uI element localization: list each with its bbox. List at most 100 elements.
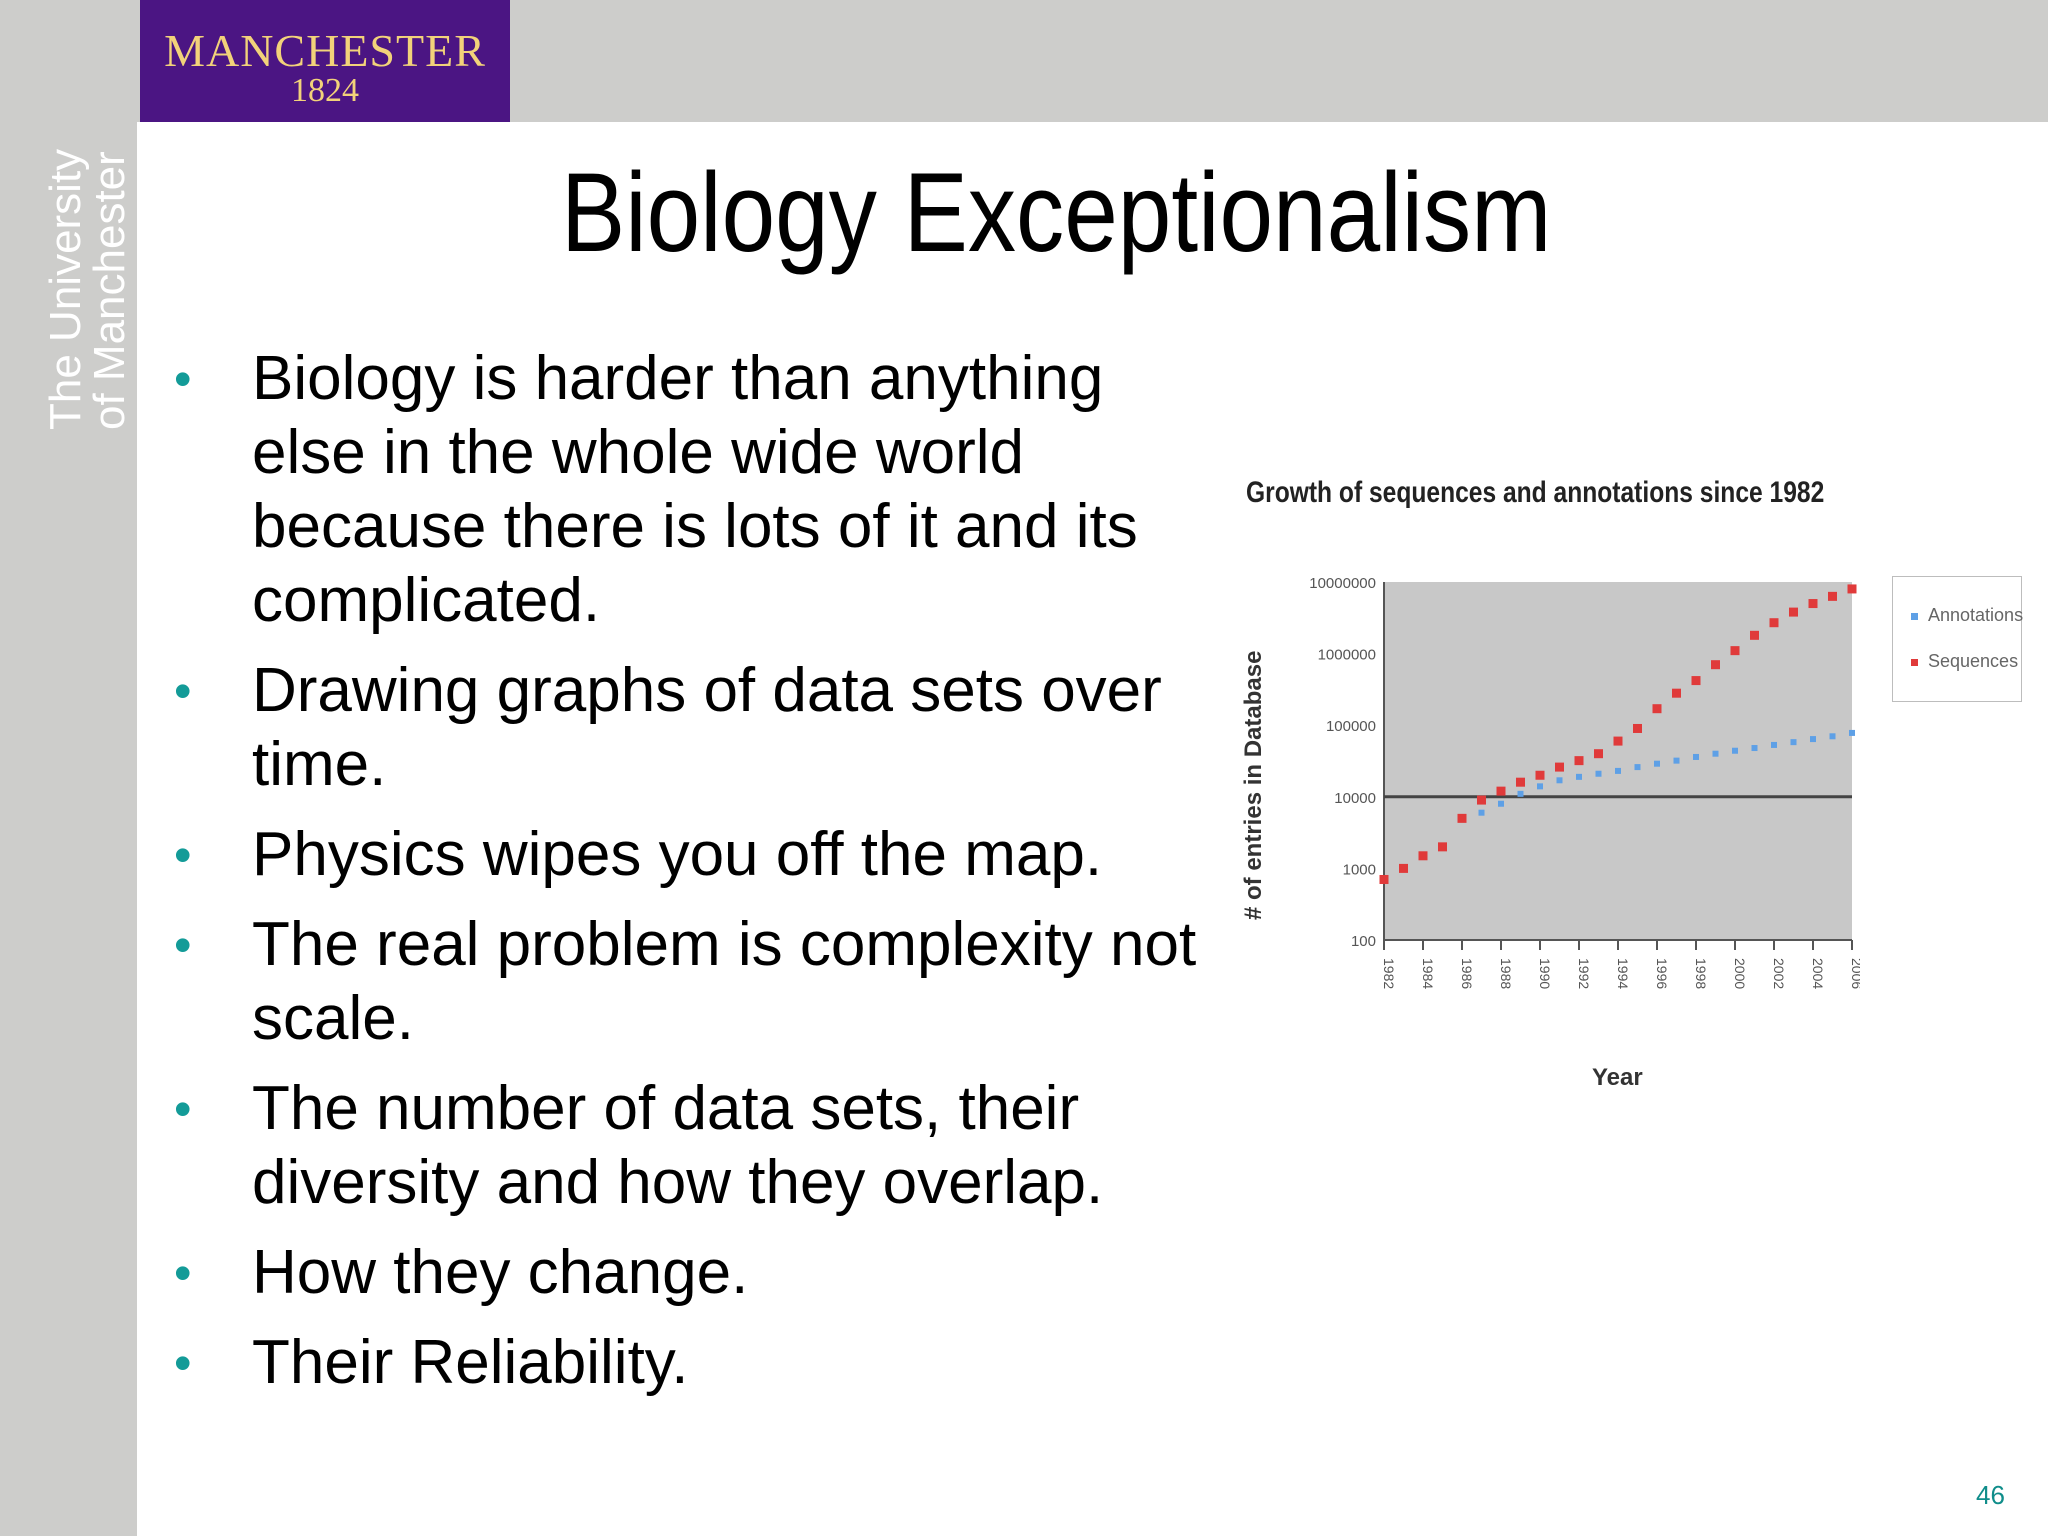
x-tick-label: 1982 <box>1381 958 1397 989</box>
bullet-text: The number of data sets, their diversity… <box>252 1074 1104 1217</box>
data-point-sequences <box>1594 749 1603 759</box>
manchester-logo: MANCHESTER 1824 <box>140 0 510 122</box>
bullet-icon: • <box>174 663 192 719</box>
bullet-item: • The real problem is complexity not scal… <box>170 908 1210 1056</box>
data-point-annotations <box>1810 736 1816 743</box>
data-point-sequences <box>1847 584 1857 594</box>
data-point-sequences <box>1418 851 1428 861</box>
slide-title: Biology Exceptionalism <box>560 150 1552 275</box>
bullet-text: How they change. <box>252 1238 749 1307</box>
data-point-annotations <box>1673 757 1680 764</box>
data-point-sequences <box>1789 607 1798 617</box>
wordmark-line-2: of Manchester <box>85 151 134 430</box>
data-point-annotations <box>1790 739 1797 746</box>
x-tick-label: 1996 <box>1654 958 1670 989</box>
data-point-sequences <box>1750 630 1759 640</box>
data-point-annotations <box>1478 809 1485 816</box>
x-tick-label: 2000 <box>1732 958 1748 989</box>
page-number: 46 <box>1976 1480 2005 1510</box>
y-tick-label: 1000000 <box>1318 647 1376 664</box>
logo-year: 1824 <box>291 72 359 109</box>
y-tick-label: 100000 <box>1326 718 1376 735</box>
bullet-icon: • <box>174 1245 192 1301</box>
bullet-icon: • <box>174 351 192 407</box>
data-point-annotations <box>1654 760 1660 767</box>
data-point-annotations <box>1615 767 1621 774</box>
data-point-sequences <box>1828 591 1837 601</box>
data-point-annotations <box>1634 764 1641 771</box>
data-point-sequences <box>1633 723 1642 733</box>
y-tick-label: 10000 <box>1334 790 1376 807</box>
data-point-sequences <box>1555 762 1564 772</box>
bullet-item: • How they change. <box>170 1236 1210 1310</box>
x-tick-label: 1984 <box>1420 958 1436 989</box>
left-sidebar <box>0 122 137 1536</box>
plot-area <box>1384 582 1852 940</box>
bullet-text: Their Reliability. <box>252 1328 689 1397</box>
data-point-annotations <box>1829 733 1836 740</box>
data-point-sequences <box>1691 676 1701 686</box>
data-point-sequences <box>1477 795 1486 805</box>
data-point-sequences <box>1730 646 1740 656</box>
data-point-annotations <box>1771 741 1777 748</box>
data-point-annotations <box>1595 770 1602 777</box>
data-point-sequences <box>1574 756 1584 766</box>
data-point-annotations <box>1498 800 1504 807</box>
data-point-annotations <box>1693 753 1699 760</box>
bullet-item: • Biology is harder than anything else in… <box>170 342 1210 638</box>
wordmark-line-1: The University <box>41 148 90 430</box>
x-tick-label: 1986 <box>1459 958 1475 989</box>
bullet-icon: • <box>174 1081 192 1137</box>
x-tick-label: 1998 <box>1693 958 1709 989</box>
data-point-sequences <box>1672 688 1681 698</box>
y-tick-label: 1000 <box>1343 861 1376 878</box>
legend-entry-annotations: Annotations <box>1911 605 2023 626</box>
bullet-text: Biology is harder than anything else in … <box>252 344 1138 635</box>
chart-title: Growth of sequences and annotations sinc… <box>1246 476 1825 509</box>
x-tick-label: 1990 <box>1537 958 1553 989</box>
bullet-icon: • <box>174 1335 192 1391</box>
bullet-item: • Physics wipes you off the map. <box>170 818 1210 892</box>
bullet-item: • Their Reliability. <box>170 1326 1210 1400</box>
logo-name: MANCHESTER <box>164 25 486 76</box>
growth-chart: 100 1000 10000 100000 1000000 10000000 1982 198… <box>1309 575 1860 989</box>
data-point-sequences <box>1613 736 1623 746</box>
university-vertical-wordmark: The University of Manchester <box>41 148 134 430</box>
x-tick-label: 1994 <box>1615 958 1631 989</box>
data-point-annotations <box>1751 745 1758 752</box>
x-tick-label: 1988 <box>1498 958 1514 989</box>
chart-x-axis-label: Year <box>1592 1064 1643 1091</box>
data-point-sequences <box>1379 874 1389 884</box>
data-point-annotations <box>1576 773 1582 780</box>
bullet-item: • Drawing graphs of data sets over time. <box>170 654 1210 802</box>
chart-legend: Annotations Sequences <box>1892 576 2023 702</box>
data-point-annotations <box>1556 777 1563 784</box>
x-tick-label: 2002 <box>1771 958 1787 989</box>
y-tick-label: 100 <box>1351 933 1376 950</box>
data-point-sequences <box>1535 770 1545 780</box>
data-point-annotations <box>1712 750 1719 757</box>
data-point-sequences <box>1711 660 1720 670</box>
data-point-annotations <box>1517 790 1524 797</box>
bullet-text: The real problem is complexity not scale… <box>252 910 1197 1053</box>
data-point-annotations <box>1732 747 1738 754</box>
bullet-icon: • <box>174 917 192 973</box>
data-point-sequences <box>1399 863 1408 873</box>
data-point-sequences <box>1496 786 1506 796</box>
x-tick-label: 2006 <box>1849 958 1860 989</box>
legend-label: Sequences <box>1928 651 2019 671</box>
x-tick-label: 1992 <box>1576 958 1592 989</box>
bullet-text: Physics wipes you off the map. <box>252 820 1103 889</box>
data-point-annotations <box>1537 783 1543 790</box>
legend-label: Annotations <box>1928 605 2024 625</box>
data-point-sequences <box>1808 599 1818 609</box>
legend-swatch <box>1911 612 1918 620</box>
bullet-icon: • <box>174 827 192 883</box>
bullet-list: • Biology is harder than anything else in… <box>170 342 1210 1416</box>
data-point-sequences <box>1769 618 1779 628</box>
legend-swatch <box>1911 658 1918 666</box>
legend-entry-sequences: Sequences <box>1911 651 2018 672</box>
x-tick-label: 2004 <box>1810 958 1826 989</box>
y-tick-label: 10000000 <box>1309 575 1376 592</box>
bullet-text: Drawing graphs of data sets over time. <box>252 656 1162 799</box>
